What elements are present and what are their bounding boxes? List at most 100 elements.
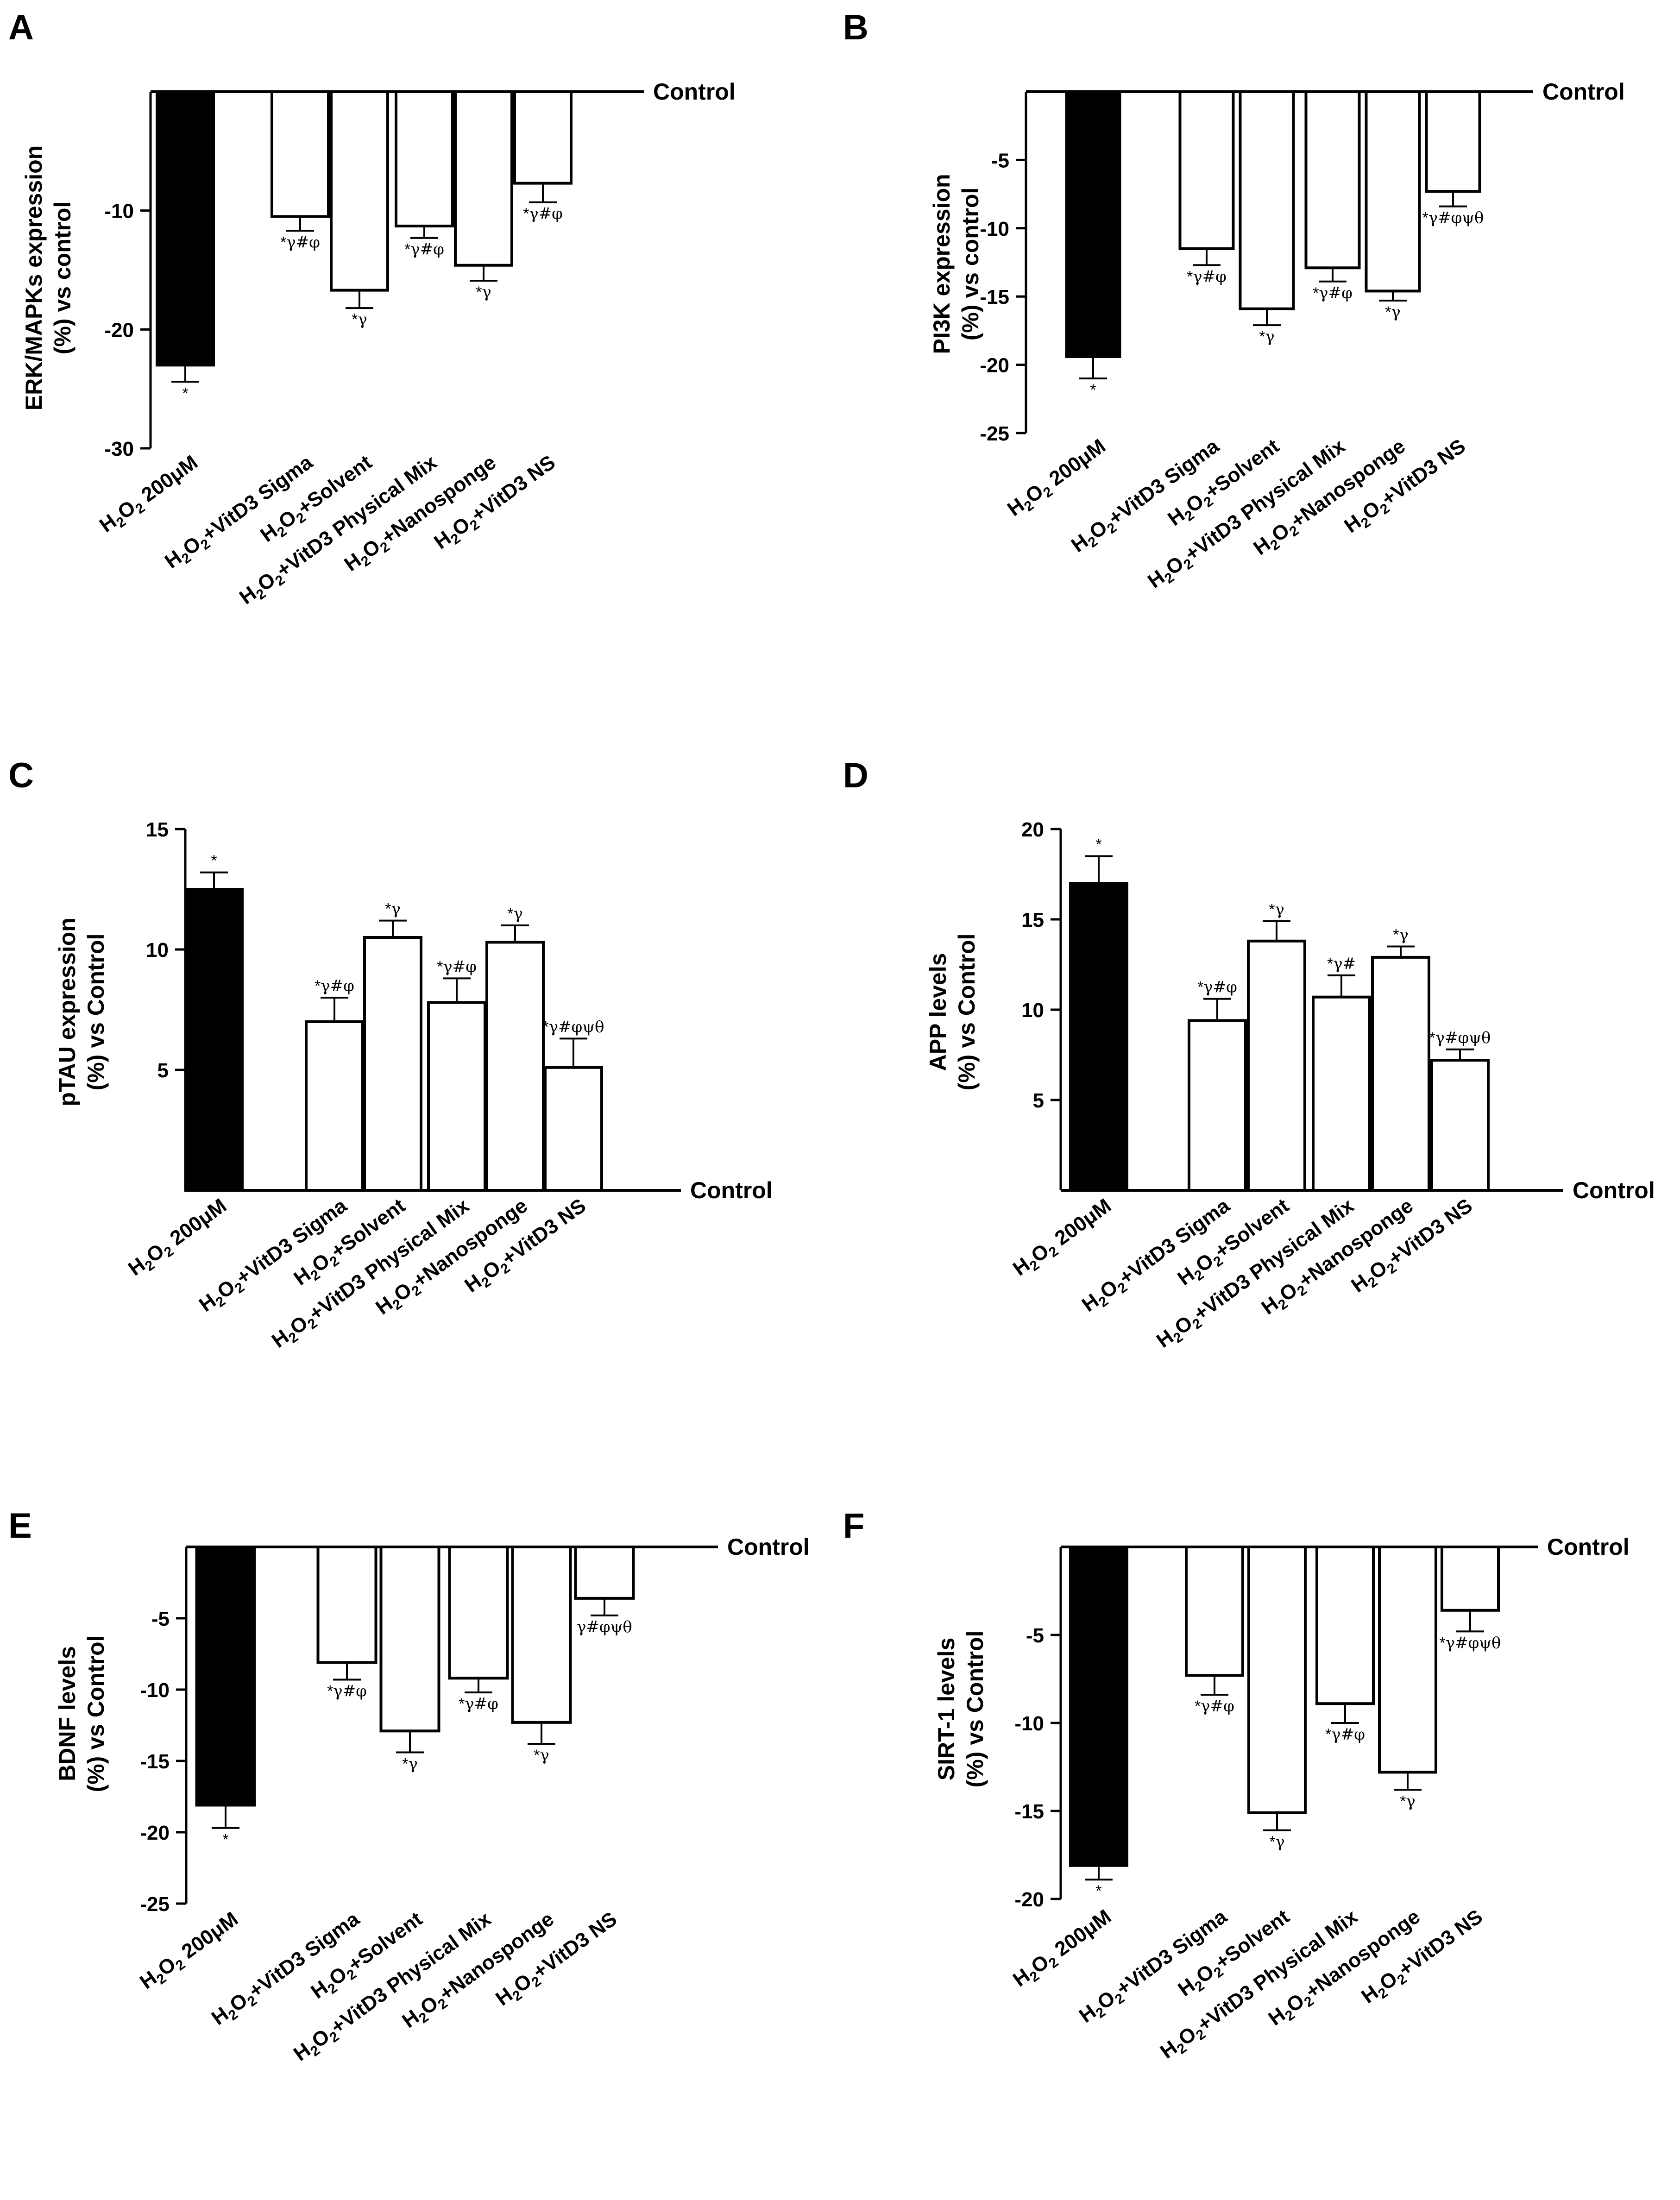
y-tick-label: -20 <box>1014 1888 1044 1911</box>
panel-letter: B <box>843 8 868 47</box>
significance-label: *γ#φ <box>280 233 320 251</box>
y-axis-title: APP levels (%) vs Control <box>925 934 980 1091</box>
y-tick-label: 10 <box>1021 999 1044 1022</box>
bar-5 <box>1371 955 1430 1192</box>
significance-label: *γ# <box>1327 955 1356 973</box>
significance-label: *γ <box>507 905 523 923</box>
significance-label: *γ <box>352 310 367 329</box>
control-label: Control <box>653 79 736 105</box>
y-tick-label: -5 <box>1026 1624 1044 1647</box>
bar-5 <box>1378 1546 1437 1774</box>
bar-1 <box>184 888 244 1192</box>
significance-label: *γ#φψθ <box>1440 1634 1501 1652</box>
bar-5 <box>1365 90 1421 293</box>
control-label: Control <box>690 1177 773 1203</box>
y-axis-title: pTAU expression (%) vs Control <box>54 918 109 1106</box>
category-label: H2O2+VitD3 NS <box>491 1907 623 2013</box>
y-axis-title: ERK/MAPKs expression (%) vs control <box>21 145 76 410</box>
panel-a: A -10 -20 -30 ERK/MAPKs expression (%) vs con… <box>8 8 736 609</box>
bar-3 <box>363 936 422 1192</box>
category-label: H2O2 200μM <box>124 1194 233 1282</box>
panel-letter: F <box>843 1506 864 1546</box>
panel-c: C 5 10 15 pTAU expression (%) vs Control * H2O2… <box>8 756 773 1352</box>
bar-6 <box>513 90 573 185</box>
significance-label: *γ#φ <box>523 205 563 223</box>
bar-4 <box>448 1546 509 1680</box>
significance-label: *γ#φ <box>1313 284 1353 302</box>
bar-5 <box>485 941 545 1192</box>
bar-6 <box>1441 1546 1500 1612</box>
y-tick-label: 5 <box>1033 1089 1044 1112</box>
panel-letter: E <box>8 1506 32 1546</box>
y-tick-label: -15 <box>1014 1800 1044 1823</box>
bar-5 <box>511 1546 572 1724</box>
y-tick-label: -5 <box>991 149 1009 172</box>
bar-4 <box>1315 1546 1375 1705</box>
significance-label: *γ <box>1385 303 1401 321</box>
significance-label: *γ#φψθ <box>1429 1029 1491 1047</box>
y-tick-label: -20 <box>980 354 1009 377</box>
significance-label: * <box>222 1831 228 1848</box>
significance-label: *γ#φ <box>1187 267 1227 286</box>
bar-4 <box>427 1001 486 1192</box>
y-axis-title: SIRT-1 levels (%) vs Control <box>933 1631 988 1788</box>
panel-b: B -5 -10 -15 -20 -25 PI3K expression (%) vs con… <box>843 8 1625 593</box>
category-label: H2O2 200μM <box>1009 1194 1117 1282</box>
y-tick-label: 10 <box>146 939 169 962</box>
y-tick-label: -5 <box>151 1608 170 1630</box>
control-label: Control <box>1573 1177 1655 1203</box>
y-tick-label: -25 <box>980 422 1009 445</box>
significance-label: *γ <box>1269 1833 1285 1851</box>
y-tick-label: -30 <box>104 438 134 460</box>
bar-4 <box>1304 90 1361 270</box>
y-axis-title: PI3K expression (%) vs control <box>929 174 983 354</box>
significance-label: *γ#φ <box>437 957 477 976</box>
y-tick-label: -10 <box>980 218 1009 240</box>
panel-letter: D <box>843 756 868 795</box>
bar-5 <box>454 90 513 267</box>
significance-label: *γ#φ <box>315 977 354 995</box>
bar-2 <box>1188 1019 1247 1192</box>
significance-label: *γ <box>1259 327 1275 346</box>
panel-f: F -5 -10 -15 -20 SIRT-1 levels (%) vs Control *… <box>843 1506 1630 2063</box>
bar-6 <box>1430 1059 1490 1192</box>
significance-label: *γ#φ <box>327 1682 367 1700</box>
significance-label: *γ <box>1269 900 1284 919</box>
significance-label: *γ#φ <box>1195 1697 1234 1716</box>
significance-label: *γ <box>385 900 401 918</box>
category-label: H2O2 200μM <box>136 1907 244 1996</box>
significance-label: * <box>1095 1882 1101 1900</box>
panel-letter: C <box>8 756 34 795</box>
y-tick-label: -15 <box>980 286 1009 308</box>
control-label: Control <box>727 1534 810 1560</box>
control-label: Control <box>1547 1534 1630 1560</box>
significance-label: *γ#φ <box>459 1695 498 1713</box>
bar-4 <box>1312 995 1371 1192</box>
bar-6 <box>544 1066 603 1192</box>
panel-letter: A <box>8 8 34 47</box>
bar-3 <box>330 90 389 292</box>
significance-label: *γ#φ <box>404 240 444 259</box>
significance-label: * <box>1090 381 1096 399</box>
bar-6 <box>1425 90 1481 193</box>
y-tick-label: 5 <box>157 1059 169 1082</box>
significance-label: γ#φψθ <box>577 1618 632 1636</box>
panel-e: E -5 -10 -15 -20 -25 BDNF levels (%) vs Control… <box>8 1506 810 2066</box>
bar-2 <box>1178 90 1235 251</box>
y-tick-label: -10 <box>1014 1712 1044 1735</box>
y-tick-label: 15 <box>146 818 169 841</box>
significance-label: *γ#φ <box>1197 978 1237 997</box>
significance-label: *γ <box>534 1746 549 1765</box>
bar-4 <box>395 90 454 228</box>
y-tick-label: -10 <box>140 1679 170 1702</box>
y-tick-label: 20 <box>1021 818 1044 841</box>
bar-1 <box>1069 1546 1128 1867</box>
bar-1 <box>195 1546 256 1807</box>
control-label: Control <box>1542 79 1625 105</box>
bar-1 <box>1069 882 1128 1192</box>
y-axis-title: BDNF levels (%) vs Control <box>54 1635 109 1792</box>
y-tick-label: 15 <box>1021 909 1044 931</box>
y-tick-label: -25 <box>140 1893 170 1916</box>
significance-label: *γ#φ <box>1325 1725 1365 1744</box>
significance-label: *γ#φψθ <box>1422 209 1484 227</box>
